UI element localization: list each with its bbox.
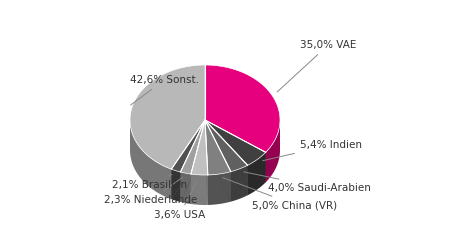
Polygon shape bbox=[180, 120, 205, 202]
Polygon shape bbox=[231, 165, 248, 202]
Polygon shape bbox=[180, 120, 205, 202]
Polygon shape bbox=[172, 169, 180, 202]
Polygon shape bbox=[191, 174, 208, 205]
Polygon shape bbox=[205, 65, 280, 152]
Polygon shape bbox=[205, 120, 231, 175]
Polygon shape bbox=[172, 120, 205, 199]
Polygon shape bbox=[172, 120, 205, 199]
Polygon shape bbox=[205, 120, 231, 202]
Polygon shape bbox=[130, 120, 172, 199]
Polygon shape bbox=[205, 120, 208, 205]
Polygon shape bbox=[172, 120, 205, 172]
Text: 2,3% Niederlande: 2,3% Niederlande bbox=[104, 178, 197, 205]
Polygon shape bbox=[205, 120, 248, 195]
Text: 35,0% VAE: 35,0% VAE bbox=[277, 40, 356, 92]
Polygon shape bbox=[191, 120, 205, 204]
Polygon shape bbox=[191, 120, 208, 175]
Polygon shape bbox=[208, 172, 231, 205]
Text: 42,6% Sonst.: 42,6% Sonst. bbox=[130, 75, 199, 105]
Text: 5,4% Indien: 5,4% Indien bbox=[263, 140, 362, 161]
Text: 3,6% USA: 3,6% USA bbox=[154, 180, 205, 220]
Polygon shape bbox=[180, 172, 191, 204]
Polygon shape bbox=[205, 120, 248, 195]
Text: 5,0% China (VR): 5,0% China (VR) bbox=[223, 178, 337, 210]
Polygon shape bbox=[180, 120, 205, 174]
Polygon shape bbox=[248, 152, 266, 195]
Polygon shape bbox=[205, 120, 208, 205]
Text: 4,0% Saudi-Arabien: 4,0% Saudi-Arabien bbox=[244, 172, 370, 192]
Polygon shape bbox=[205, 120, 266, 182]
Text: 2,1% Brasilien: 2,1% Brasilien bbox=[112, 174, 188, 190]
Polygon shape bbox=[130, 65, 205, 169]
Polygon shape bbox=[266, 120, 280, 182]
Polygon shape bbox=[205, 120, 266, 165]
Polygon shape bbox=[191, 120, 205, 204]
Polygon shape bbox=[205, 120, 266, 182]
Polygon shape bbox=[205, 120, 231, 202]
Polygon shape bbox=[205, 120, 248, 172]
